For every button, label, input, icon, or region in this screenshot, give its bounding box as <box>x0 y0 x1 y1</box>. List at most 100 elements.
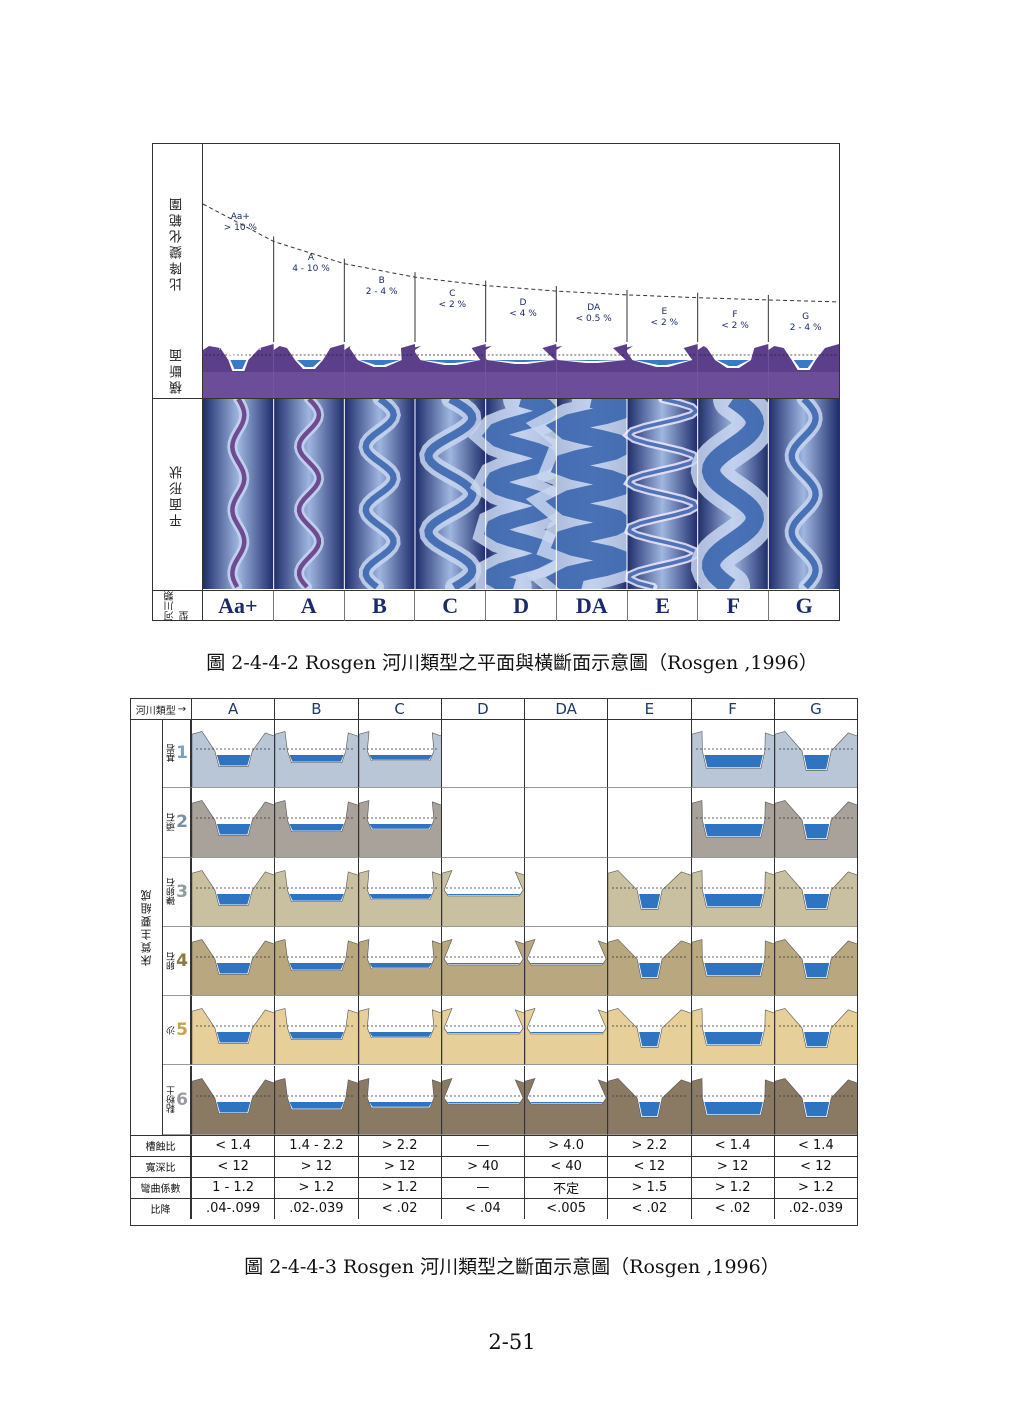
cross-section-svg <box>275 938 358 996</box>
table-cell-a: 1 - 1.2 <box>191 1177 274 1198</box>
slope-value: 4 - 10 % <box>292 264 330 275</box>
water-surface <box>634 360 691 365</box>
water-channel <box>445 1101 521 1103</box>
row-label-plan: 平面形狀 <box>153 398 203 590</box>
cross-section-cell-d-2 <box>440 788 524 858</box>
cross-section-svg <box>691 800 774 857</box>
cross-section-cell-a-3 <box>191 857 275 927</box>
bank-profile <box>275 1077 358 1134</box>
table-cell-d: < .04 <box>440 1198 524 1219</box>
water-channel <box>216 824 251 835</box>
slope-type: E <box>661 306 668 317</box>
bank-profile <box>441 869 524 926</box>
water-channel <box>445 962 521 964</box>
column-header-b: B <box>274 699 357 719</box>
bank-profile <box>358 731 441 788</box>
slope-type: C <box>449 289 456 300</box>
cross-section-svg <box>275 731 358 788</box>
table-cell-c: < .02 <box>357 1198 441 1219</box>
bank-profile <box>275 869 358 926</box>
water-channel <box>703 1032 763 1045</box>
table-cell-c: > 2.2 <box>357 1135 441 1156</box>
cross-section-svg <box>525 938 608 996</box>
cross-section-svg <box>192 869 275 926</box>
water-channel <box>703 755 763 768</box>
bank-profile <box>774 939 857 996</box>
bank-profile <box>358 869 441 926</box>
cross-section-cell-e-4 <box>607 926 691 997</box>
cross-section-svg <box>358 800 441 857</box>
water-channel <box>803 893 829 908</box>
bank-profile <box>192 1077 275 1134</box>
table-cell-b: > 12 <box>274 1156 357 1177</box>
cross-section-cell-d-6 <box>440 1065 524 1135</box>
row-number: 6 <box>176 1089 188 1110</box>
plan-form-band <box>203 379 839 607</box>
cross-section-svg <box>691 1077 774 1134</box>
stream-type-f: F <box>698 591 770 621</box>
cross-section-svg <box>275 800 358 857</box>
water-channel <box>803 755 829 770</box>
figure1-caption: 圖 2-4-4-2 Rosgen 河川類型之平面與橫斷面示意圖（Rosgen ,… <box>206 652 818 674</box>
cross-section-cell-a-2 <box>191 788 275 858</box>
cross-section-svg <box>441 1008 524 1065</box>
water-channel <box>289 824 345 831</box>
cross-section-svg <box>203 344 839 398</box>
cross-section-cell-b-4 <box>274 926 358 997</box>
table-cell-e: > 1.5 <box>607 1177 690 1198</box>
table-cell-b: 1.4 - 2.2 <box>274 1135 357 1156</box>
table-row-label: 槽蝕比 <box>131 1135 191 1156</box>
cross-section-svg <box>275 869 358 926</box>
water-channel <box>529 962 605 964</box>
water-surface <box>230 360 247 369</box>
row-number: 4 <box>176 951 188 972</box>
bank-profile <box>608 939 691 996</box>
cross-section-cell-e-3 <box>607 857 691 927</box>
slope-label-da: DA < 0.5 % <box>564 303 623 325</box>
bank-profile <box>525 1008 608 1065</box>
water-channel <box>216 962 251 974</box>
table-cell-a: < 1.4 <box>191 1135 274 1156</box>
row-number: 2 <box>176 812 188 833</box>
cross-section-svg <box>441 938 524 996</box>
table-cell-f: < .02 <box>690 1198 774 1219</box>
table-row-label: 彎曲係數 <box>131 1177 191 1198</box>
table-row-label: 寬深比 <box>131 1156 191 1177</box>
water-channel <box>803 1101 829 1116</box>
water-surface <box>559 360 624 361</box>
bank-profile <box>275 731 358 788</box>
table-cell-d: — <box>440 1177 524 1198</box>
slope-type: B <box>378 275 385 286</box>
cross-section-cell-a-6 <box>191 1065 275 1135</box>
slope-value: 2 - 4 % <box>365 286 398 297</box>
cross-section-svg <box>358 869 441 926</box>
cross-section-cell-c-1 <box>357 719 441 789</box>
water-channel <box>529 1101 605 1103</box>
table-cell-da: <.005 <box>524 1198 607 1219</box>
table-cell-da: 不定 <box>524 1177 607 1198</box>
corner-label: 河川類型 → <box>135 703 187 717</box>
water-channel <box>289 1032 345 1039</box>
cross-section-svg <box>441 869 524 926</box>
bank-profile <box>525 938 608 996</box>
water-channel <box>289 1101 345 1109</box>
table-cell-e: < .02 <box>607 1198 690 1219</box>
plan-thalweg <box>424 395 477 591</box>
slope-value: 2 - 4 % <box>789 322 822 333</box>
water-channel <box>639 1101 661 1116</box>
cross-section-svg <box>608 1008 691 1065</box>
stream-type-da: DA <box>557 591 628 621</box>
water-channel <box>289 755 345 762</box>
water-channel <box>529 1032 605 1034</box>
cross-section-cell-b-5 <box>274 996 358 1066</box>
figure-rosgen-cross-sections: 河川類型 → A B C D DA E F G 床質主要組成 槽蝕比 < 1.4 1.4 - 2.2… <box>130 698 858 1226</box>
cross-section-svg <box>192 1008 275 1065</box>
table-cell-g: .02-.039 <box>773 1198 857 1219</box>
water-channel <box>803 1032 829 1047</box>
cross-section-svg <box>608 1077 691 1134</box>
cross-section-cell-da-1 <box>524 719 608 789</box>
water-surface <box>359 360 400 365</box>
